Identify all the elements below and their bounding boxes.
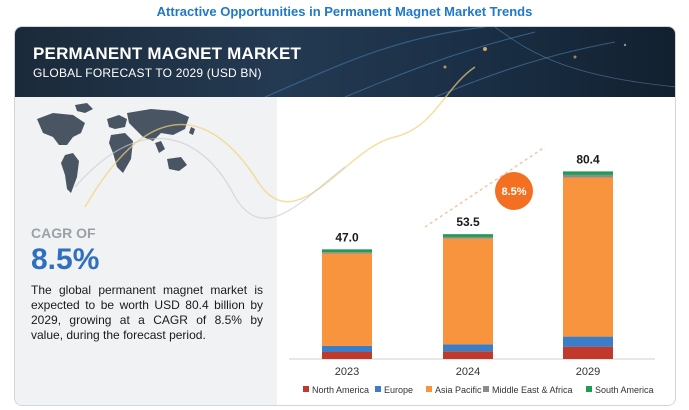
cagr-badge-circle	[495, 172, 533, 210]
x-tick-label: 2024	[456, 366, 480, 378]
legend-swatch	[375, 386, 381, 392]
bar-segment-europe-2024	[443, 344, 493, 352]
legend-swatch	[303, 386, 309, 392]
legend-label: Middle East & Africa	[492, 385, 573, 395]
bar-segment-europe-2029	[563, 336, 613, 347]
cagr-value: 8.5%	[31, 243, 100, 276]
legend-swatch	[586, 386, 592, 392]
cagr-arrow-line	[424, 146, 546, 228]
bar-total-label: 53.5	[456, 215, 480, 229]
infographic-card: PERMANENT MAGNET MARKET GLOBAL FORECAST …	[14, 26, 676, 406]
decorative-curve	[74, 137, 346, 219]
legend-swatch	[426, 386, 432, 392]
legend-swatch	[483, 386, 489, 392]
bar-segment-europe-2023	[322, 345, 372, 352]
left-panel: CAGR OF 8.5% The global permanent magnet…	[15, 97, 277, 405]
bar-segment-north-america-2024	[443, 351, 493, 359]
bar-segment-middle-east-africa-2023	[322, 252, 372, 254]
world-map-icon	[37, 103, 195, 193]
bar-segment-south-america-2029	[563, 171, 613, 175]
stacked-bar-chart: 47.0 2023 53.5 2024 80.4 2029 8.5% North Americ…	[74, 66, 655, 395]
bar-segment-asia-pacific-2023	[322, 253, 372, 346]
legend-label: North America	[312, 385, 369, 395]
bar-segment-asia-pacific-2029	[563, 177, 613, 337]
bar-total-label: 47.0	[335, 230, 359, 244]
banner-subtitle: GLOBAL FORECAST TO 2029 (USD BN)	[33, 66, 262, 80]
bar-segment-asia-pacific-2024	[443, 238, 493, 345]
bar-segment-south-america-2023	[322, 249, 372, 253]
bar-total-label: 80.4	[576, 152, 600, 166]
legend-label: Europe	[384, 385, 413, 395]
bar-segment-north-america-2023	[322, 352, 372, 359]
cagr-badge-label: 8.5%	[501, 186, 526, 198]
cagr-label: CAGR OF	[31, 225, 96, 241]
banner-title: PERMANENT MAGNET MARKET	[33, 44, 302, 63]
bar-segment-middle-east-africa-2024	[443, 236, 493, 239]
legend-label: Asia Pacific	[435, 385, 482, 395]
banner: PERMANENT MAGNET MARKET GLOBAL FORECAST …	[15, 27, 675, 97]
banner-decoration	[264, 27, 675, 97]
decorative-curve	[84, 66, 476, 208]
cagr-description: The global permanent magnet market is ex…	[31, 283, 263, 342]
x-tick-label: 2029	[576, 366, 600, 378]
bar-segment-middle-east-africa-2029	[563, 174, 613, 178]
x-tick-label: 2023	[335, 366, 359, 378]
legend-label: South America	[595, 385, 654, 395]
bar-segment-north-america-2029	[563, 346, 613, 359]
bar-segment-south-america-2024	[443, 234, 493, 237]
page-heading: Attractive Opportunities in Permanent Ma…	[156, 4, 533, 19]
